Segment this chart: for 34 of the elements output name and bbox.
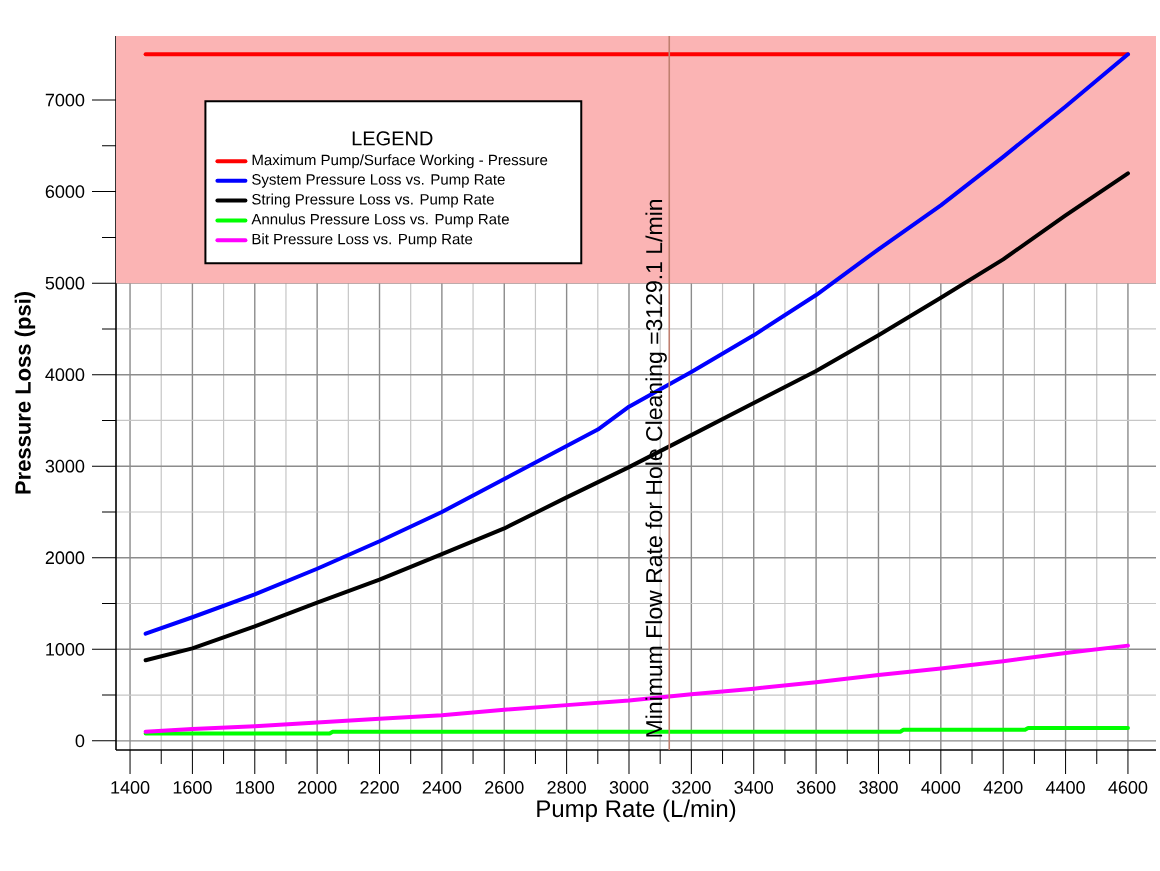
x-tick-label: 1600	[173, 781, 212, 794]
x-tick-label: 2200	[360, 781, 399, 794]
y-tick-label: 7000	[45, 93, 85, 107]
x-tick-label: 4000	[921, 781, 961, 794]
x-tick-label: 4400	[1045, 781, 1085, 794]
x-tick-label: 4200	[983, 781, 1023, 794]
line-series	[143, 52, 1130, 636]
x-tick-label: 1400	[111, 781, 150, 794]
x-tick-label: 3800	[859, 781, 898, 794]
legend-label: String Pressure Loss vs. Pump Rate	[252, 193, 494, 208]
y-tick-label: 6000	[45, 185, 85, 198]
x-tick-label: 2600	[485, 781, 524, 794]
x-axis-title: Pump Rate (L/min)	[537, 799, 736, 822]
x-tick-label: 2400	[422, 781, 462, 794]
x-tick-label: 3200	[672, 781, 711, 794]
x-tick-label: 4600	[1108, 781, 1148, 794]
y-tick-label: 4000	[45, 368, 85, 382]
y-tick-label: 3000	[45, 459, 85, 473]
x-tick-label: 2000	[298, 781, 337, 794]
legend-label: Annulus Pressure Loss vs. Pump Rate	[251, 213, 509, 228]
y-axis-title: Pressure Loss (psi)	[14, 292, 36, 494]
y-tick-label: 0	[75, 734, 85, 748]
legend-label: Bit Pressure Loss vs. Pump Rate	[252, 233, 473, 248]
y-tick-label: 1000	[46, 642, 85, 656]
legend-label: System Pressure Loss vs. Pump Rate	[252, 174, 505, 188]
x-tick-label: 3600	[796, 781, 836, 794]
y-tick-label: 5000	[45, 276, 85, 290]
x-tick-label: 1800	[236, 781, 275, 794]
legend-title: LEGEND	[352, 131, 433, 146]
x-tick-label: 3000	[609, 781, 649, 794]
legend-label: Maximum Pump/Surface Working - Pressure	[252, 154, 548, 169]
x-tick-label: 3400	[734, 781, 774, 794]
x-tick-label: 2800	[547, 781, 586, 794]
y-tick-label: 2000	[45, 551, 85, 565]
